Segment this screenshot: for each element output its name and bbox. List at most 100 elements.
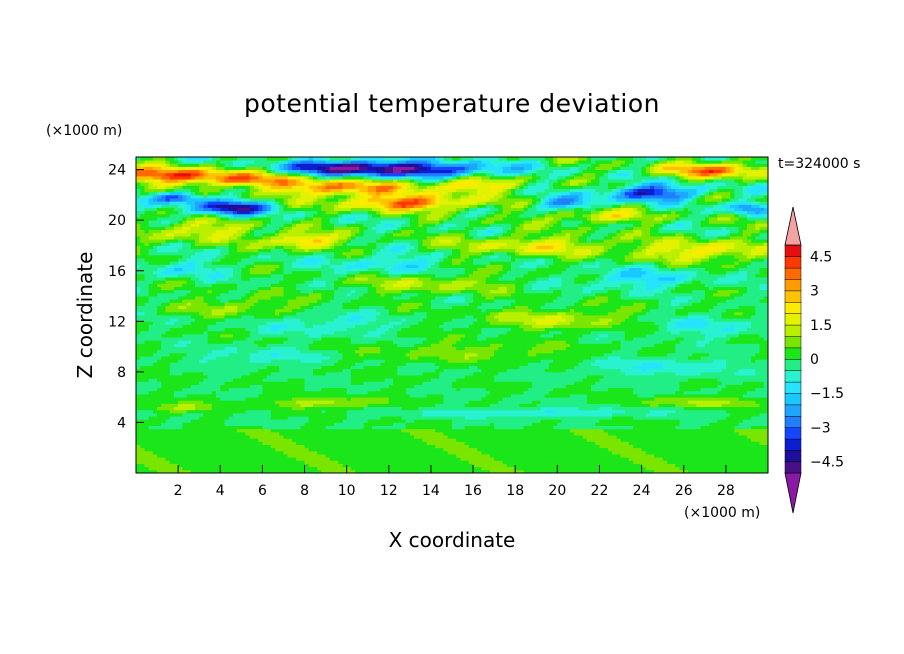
heatmap-cell (574, 409, 579, 414)
heatmap-cell (675, 416, 680, 420)
heatmap-cell (426, 466, 432, 471)
heatmap-cell (136, 403, 141, 408)
heatmap-cell (717, 394, 723, 398)
heatmap-cell (329, 428, 335, 433)
heatmap-cell (620, 466, 626, 471)
heatmap-cell (144, 444, 150, 449)
heatmap-cell (253, 381, 259, 385)
heatmap-cell (645, 378, 651, 382)
heatmap-cell (275, 435, 280, 439)
heatmap-cell (473, 435, 478, 439)
heatmap-cell (548, 463, 554, 468)
heatmap-cell (296, 368, 301, 373)
heatmap-cell (658, 422, 664, 426)
heatmap-cell (317, 378, 322, 382)
heatmap-cell (730, 384, 735, 389)
heatmap-cell (540, 416, 546, 420)
heatmap-cell (536, 371, 541, 376)
heatmap-cell (650, 454, 655, 458)
heatmap-cell (763, 403, 769, 408)
heatmap-cell (152, 387, 158, 392)
heatmap-cell (527, 403, 533, 408)
heatmap-cell (561, 463, 567, 468)
heatmap-cell (266, 441, 272, 445)
heatmap-cell (253, 463, 259, 468)
heatmap-cell (388, 419, 394, 423)
heatmap-cell (296, 450, 301, 455)
heatmap-cell (498, 438, 503, 442)
heatmap-cell (721, 460, 727, 464)
heatmap-cell (734, 428, 739, 433)
heatmap-cell (182, 450, 187, 455)
heatmap-cell (679, 431, 685, 436)
heatmap-cell (565, 441, 571, 445)
heatmap-cell (152, 466, 158, 471)
heatmap-cell (502, 378, 508, 382)
heatmap-cell (283, 425, 289, 430)
heatmap-cell (485, 394, 491, 398)
heatmap-cell (334, 441, 339, 445)
heatmap-cell (532, 394, 537, 398)
heatmap-cell (574, 463, 579, 468)
heatmap-cell (148, 397, 154, 401)
heatmap-cell (237, 463, 242, 468)
heatmap-cell (645, 428, 651, 433)
heatmap-cell (662, 454, 668, 458)
heatmap-cell (671, 403, 676, 408)
heatmap-cell (515, 454, 520, 458)
heatmap-cell (738, 457, 744, 461)
heatmap-cell (553, 403, 558, 408)
heatmap-cell (578, 460, 584, 464)
heatmap-cell (591, 444, 596, 449)
heatmap-cell (599, 368, 605, 373)
heatmap-cell (152, 419, 158, 423)
heatmap-cell (506, 422, 512, 426)
heatmap-cell (759, 450, 765, 455)
heatmap-cell (671, 400, 676, 404)
heatmap-cell (312, 397, 318, 401)
heatmap-cell (494, 463, 499, 468)
heatmap-cell (232, 438, 238, 442)
heatmap-cell (502, 368, 508, 373)
heatmap-cell (211, 403, 217, 408)
heatmap-cell (717, 400, 723, 404)
heatmap-cell (161, 454, 166, 458)
heatmap-cell (650, 378, 655, 382)
heatmap-cell (148, 435, 154, 439)
heatmap-cell (548, 371, 554, 376)
heatmap-cell (224, 460, 230, 464)
heatmap-cell (228, 416, 234, 420)
heatmap-cell (473, 422, 478, 426)
heatmap-cell (683, 469, 689, 474)
heatmap-cell (287, 368, 293, 373)
heatmap-cell (662, 409, 668, 414)
heatmap-cell (692, 397, 697, 401)
heatmap-cell (734, 384, 739, 389)
heatmap-cell (371, 400, 377, 404)
heatmap-cell (296, 447, 301, 452)
heatmap-cell (140, 447, 145, 452)
heatmap-cell (329, 460, 335, 464)
heatmap-cell (713, 435, 718, 439)
heatmap-cell (317, 431, 322, 436)
heatmap-cell (338, 394, 343, 398)
heatmap-cell (342, 444, 348, 449)
heatmap-cell (696, 428, 701, 433)
heatmap-cell (355, 378, 360, 382)
heatmap-cell (241, 435, 246, 439)
heatmap-cell (409, 435, 415, 439)
heatmap-cell (321, 371, 326, 376)
heatmap-cell (506, 384, 512, 389)
heatmap-cell (692, 419, 697, 423)
heatmap-cell (637, 397, 642, 401)
heatmap-cell (270, 384, 276, 389)
heatmap-cell (371, 428, 377, 433)
heatmap-cell (662, 368, 668, 373)
heatmap-cell (232, 450, 238, 455)
heatmap-cell (759, 469, 765, 474)
heatmap-cell (334, 425, 339, 430)
heatmap-cell (548, 447, 554, 452)
heatmap-cell (194, 390, 200, 395)
heatmap-cell (603, 400, 609, 404)
heatmap-cell (628, 457, 634, 461)
